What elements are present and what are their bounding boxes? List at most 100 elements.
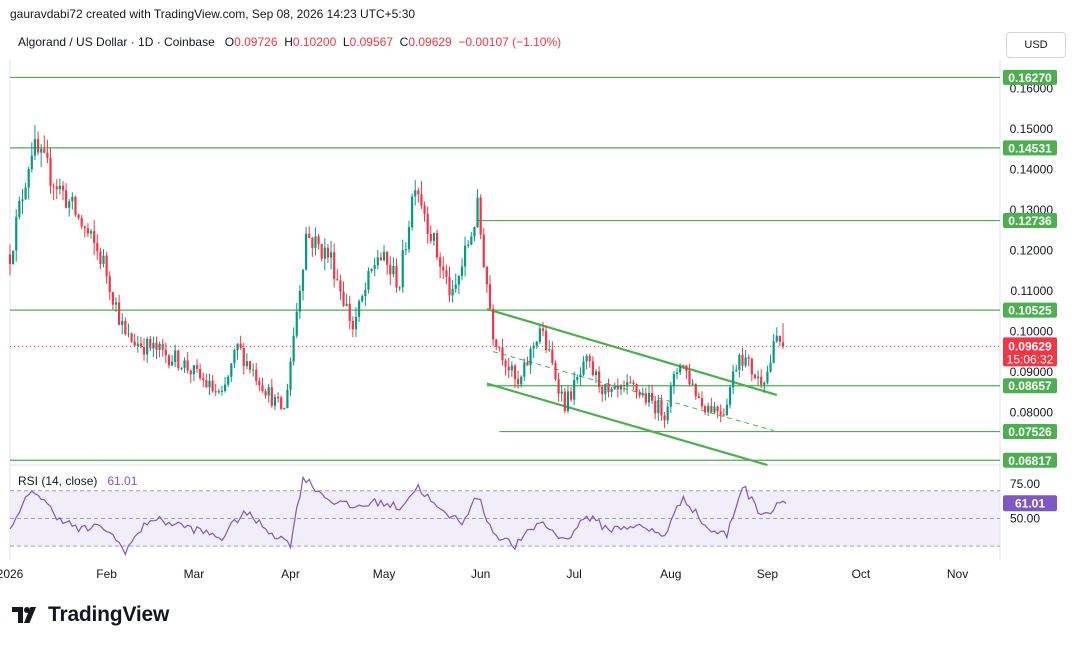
candle-body bbox=[339, 280, 342, 292]
candle-body bbox=[535, 341, 538, 347]
candle-body bbox=[133, 341, 136, 346]
candle-body bbox=[223, 384, 227, 392]
candle-body bbox=[401, 250, 404, 288]
candle-body bbox=[114, 302, 118, 305]
candle-body bbox=[55, 186, 58, 190]
candle-body bbox=[451, 288, 454, 296]
candle-body bbox=[8, 254, 12, 265]
candle-body bbox=[18, 200, 21, 217]
countdown-label: 15:06:32 bbox=[1007, 352, 1054, 366]
price-chart[interactable]: 0.160000.150000.140000.130000.120000.110… bbox=[0, 0, 1080, 600]
candle-body bbox=[722, 414, 725, 416]
candle-body bbox=[199, 368, 202, 379]
candle-body bbox=[551, 349, 554, 363]
channel-upper-line bbox=[486, 308, 778, 396]
candle-body bbox=[111, 292, 114, 305]
candle-body bbox=[598, 371, 601, 387]
candle-body bbox=[61, 185, 65, 191]
candle-body bbox=[700, 398, 704, 407]
candle-body bbox=[467, 244, 470, 246]
candle-body bbox=[117, 302, 121, 325]
candle-body bbox=[167, 355, 171, 366]
tradingview-logo[interactable]: TradingView bbox=[12, 603, 169, 627]
rsi-value-label: 61.01 bbox=[1015, 497, 1045, 511]
candle-body bbox=[460, 266, 464, 276]
candle-body bbox=[49, 158, 52, 186]
candle-body bbox=[713, 406, 716, 413]
candle-body bbox=[538, 328, 541, 342]
candle-body bbox=[750, 358, 753, 375]
candle-body bbox=[651, 392, 654, 401]
x-tick-label: Jul bbox=[567, 567, 582, 581]
candle-body bbox=[566, 391, 570, 412]
candle-body bbox=[644, 393, 647, 403]
level-label-bg bbox=[1003, 69, 1057, 85]
candle-body bbox=[89, 231, 93, 234]
symbol-title[interactable]: Algorand / US Dollar · 1D · Coinbase bbox=[18, 35, 215, 49]
tradingview-logo-text: TradingView bbox=[48, 603, 170, 626]
candle-body bbox=[675, 372, 679, 375]
candle-body bbox=[781, 342, 785, 347]
rsi-legend[interactable]: RSI (14, close) 61.01 bbox=[18, 474, 137, 488]
candle-body bbox=[398, 287, 401, 289]
candle-body bbox=[488, 284, 492, 309]
candle-body bbox=[747, 357, 750, 359]
high-value: 0.10200 bbox=[292, 35, 337, 49]
candle-body bbox=[336, 279, 339, 281]
candle-body bbox=[766, 371, 769, 383]
candle-body bbox=[333, 252, 336, 280]
level-label: 0.08657 bbox=[1008, 379, 1052, 393]
candle-body bbox=[77, 214, 80, 218]
candle-body bbox=[778, 335, 781, 342]
candle-body bbox=[286, 389, 289, 409]
open-label: O bbox=[224, 35, 235, 49]
level-label-bg bbox=[1003, 424, 1057, 440]
high-label: H bbox=[284, 35, 293, 49]
candle-body bbox=[504, 360, 507, 367]
candle-body bbox=[74, 196, 77, 215]
candle-body bbox=[186, 360, 189, 371]
candle-body bbox=[576, 376, 579, 380]
candle-body bbox=[108, 276, 111, 293]
candle-body bbox=[258, 381, 261, 386]
rsi-legend-value: 61.01 bbox=[107, 474, 138, 488]
candle-body bbox=[735, 369, 738, 372]
x-tick-label: Aug bbox=[660, 567, 681, 581]
candle-body bbox=[660, 399, 663, 416]
candle-body bbox=[146, 338, 149, 355]
candle-body bbox=[308, 233, 311, 238]
candle-body bbox=[80, 217, 83, 227]
candle-body bbox=[386, 251, 389, 265]
candle-body bbox=[149, 338, 152, 349]
candle-body bbox=[622, 385, 626, 387]
candle-body bbox=[392, 265, 395, 275]
low-label: L bbox=[342, 35, 350, 49]
candle-body bbox=[470, 236, 473, 245]
candle-body bbox=[516, 379, 520, 385]
currency-button[interactable]: USD bbox=[1006, 32, 1066, 58]
candle-body bbox=[432, 232, 436, 241]
x-tick-label: Jun bbox=[471, 567, 490, 581]
candle-body bbox=[68, 201, 71, 208]
candle-body bbox=[685, 365, 688, 371]
candle-body bbox=[136, 343, 139, 346]
candle-body bbox=[323, 247, 326, 259]
candle-body bbox=[688, 370, 691, 385]
level-label: 0.06817 bbox=[1008, 454, 1052, 468]
candle-body bbox=[65, 190, 68, 208]
tradingview-logo-icon bbox=[12, 607, 36, 623]
candle-body bbox=[276, 397, 280, 399]
last-price-label: 0.09629 bbox=[1008, 339, 1052, 353]
candle-body bbox=[99, 251, 102, 265]
candle-body bbox=[557, 379, 560, 394]
candle-body bbox=[657, 399, 660, 414]
candle-body bbox=[292, 335, 295, 362]
candle-body bbox=[635, 384, 638, 392]
close-label: C bbox=[399, 35, 409, 49]
level-label-bg bbox=[1003, 452, 1057, 468]
candle-body bbox=[46, 152, 49, 159]
candle-body bbox=[373, 265, 376, 269]
candle-body bbox=[30, 155, 33, 170]
level-label: 0.16270 bbox=[1008, 71, 1052, 85]
candle-body bbox=[610, 389, 613, 393]
